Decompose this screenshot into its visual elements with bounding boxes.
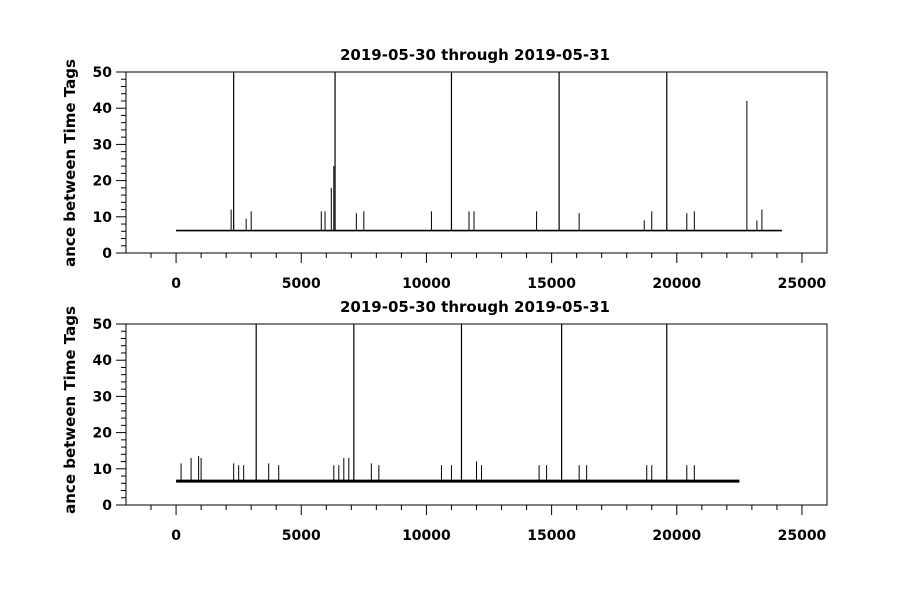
- bottom-x-tick-label: 10000: [402, 528, 451, 544]
- top-x-tick-label: 25000: [778, 276, 827, 292]
- top-y-tick-label: 0: [102, 246, 112, 262]
- top-y-tick-label: 20: [93, 174, 113, 190]
- bottom-x-tick-label: 20000: [652, 528, 701, 544]
- top-y-tick-label: 30: [93, 137, 113, 153]
- top-y-tick-label: 50: [93, 65, 113, 81]
- bottom-y-tick-label: 40: [93, 353, 113, 369]
- top-y-tick-label: 10: [93, 210, 113, 226]
- top-chart-title: 2019-05-30 through 2019-05-31: [340, 46, 610, 64]
- top-y-tick-label: 40: [93, 101, 113, 117]
- top-x-tick-label: 5000: [282, 276, 321, 292]
- bottom-x-tick-label: 5000: [282, 528, 321, 544]
- bottom-x-tick-label: 0: [171, 528, 181, 544]
- top-chart-ylabel: ance between Time Tags: [61, 59, 79, 267]
- bottom-chart-title: 2019-05-30 through 2019-05-31: [340, 298, 610, 316]
- bottom-x-tick-label: 15000: [527, 528, 576, 544]
- bottom-chart-ylabel: ance between Time Tags: [61, 306, 79, 514]
- bottom-y-tick-label: 10: [93, 462, 113, 478]
- top-x-tick-label: 0: [171, 276, 181, 292]
- bottom-y-tick-label: 0: [102, 498, 112, 514]
- top-x-tick-label: 10000: [402, 276, 451, 292]
- bottom-y-tick-label: 50: [93, 317, 113, 333]
- top-x-tick-label: 15000: [527, 276, 576, 292]
- bottom-chart-panel: 2019-05-30 through 2019-05-31 ance betwe…: [61, 298, 828, 544]
- bottom-y-tick-label: 20: [93, 426, 113, 442]
- bottom-y-tick-label: 30: [93, 389, 113, 405]
- top-chart-panel: 2019-05-30 through 2019-05-31 ance betwe…: [61, 46, 828, 292]
- bottom-x-tick-label: 25000: [778, 528, 827, 544]
- top-x-tick-label: 20000: [652, 276, 701, 292]
